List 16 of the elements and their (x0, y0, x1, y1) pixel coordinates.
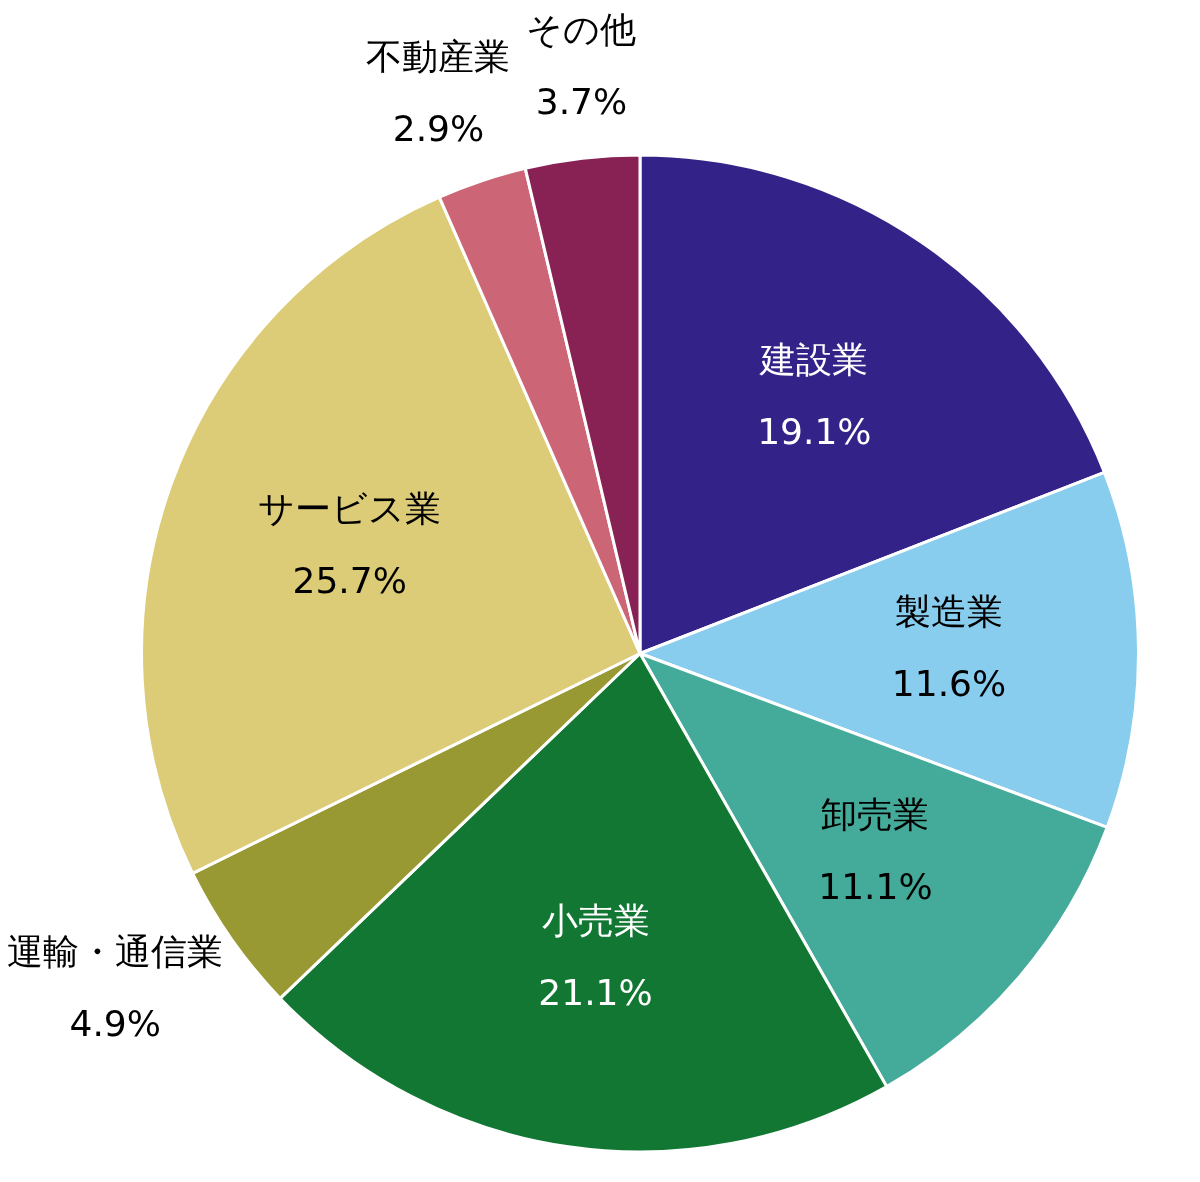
slice-label: 小売業 (541, 899, 650, 941)
data-label: 11.1% (818, 866, 933, 908)
slice-label: 卸売業 (821, 794, 930, 836)
data-label: 19.1% (757, 410, 872, 452)
data-label: 11.6% (891, 663, 1007, 705)
slice-label: 建設業 (759, 338, 869, 380)
data-label: 2.9% (392, 107, 485, 149)
data-label: 25.7% (292, 559, 407, 601)
slice-label: 不動産業 (366, 35, 511, 77)
slice-label: その他 (526, 9, 637, 51)
slice-label: 製造業 (895, 591, 1004, 633)
slice-label: 運輸・通信業 (7, 931, 224, 973)
data-label: 3.7% (535, 81, 628, 123)
data-label: 21.1% (538, 971, 653, 1013)
slice-label: サービス業 (258, 487, 442, 529)
data-label: 4.9% (69, 1003, 161, 1045)
